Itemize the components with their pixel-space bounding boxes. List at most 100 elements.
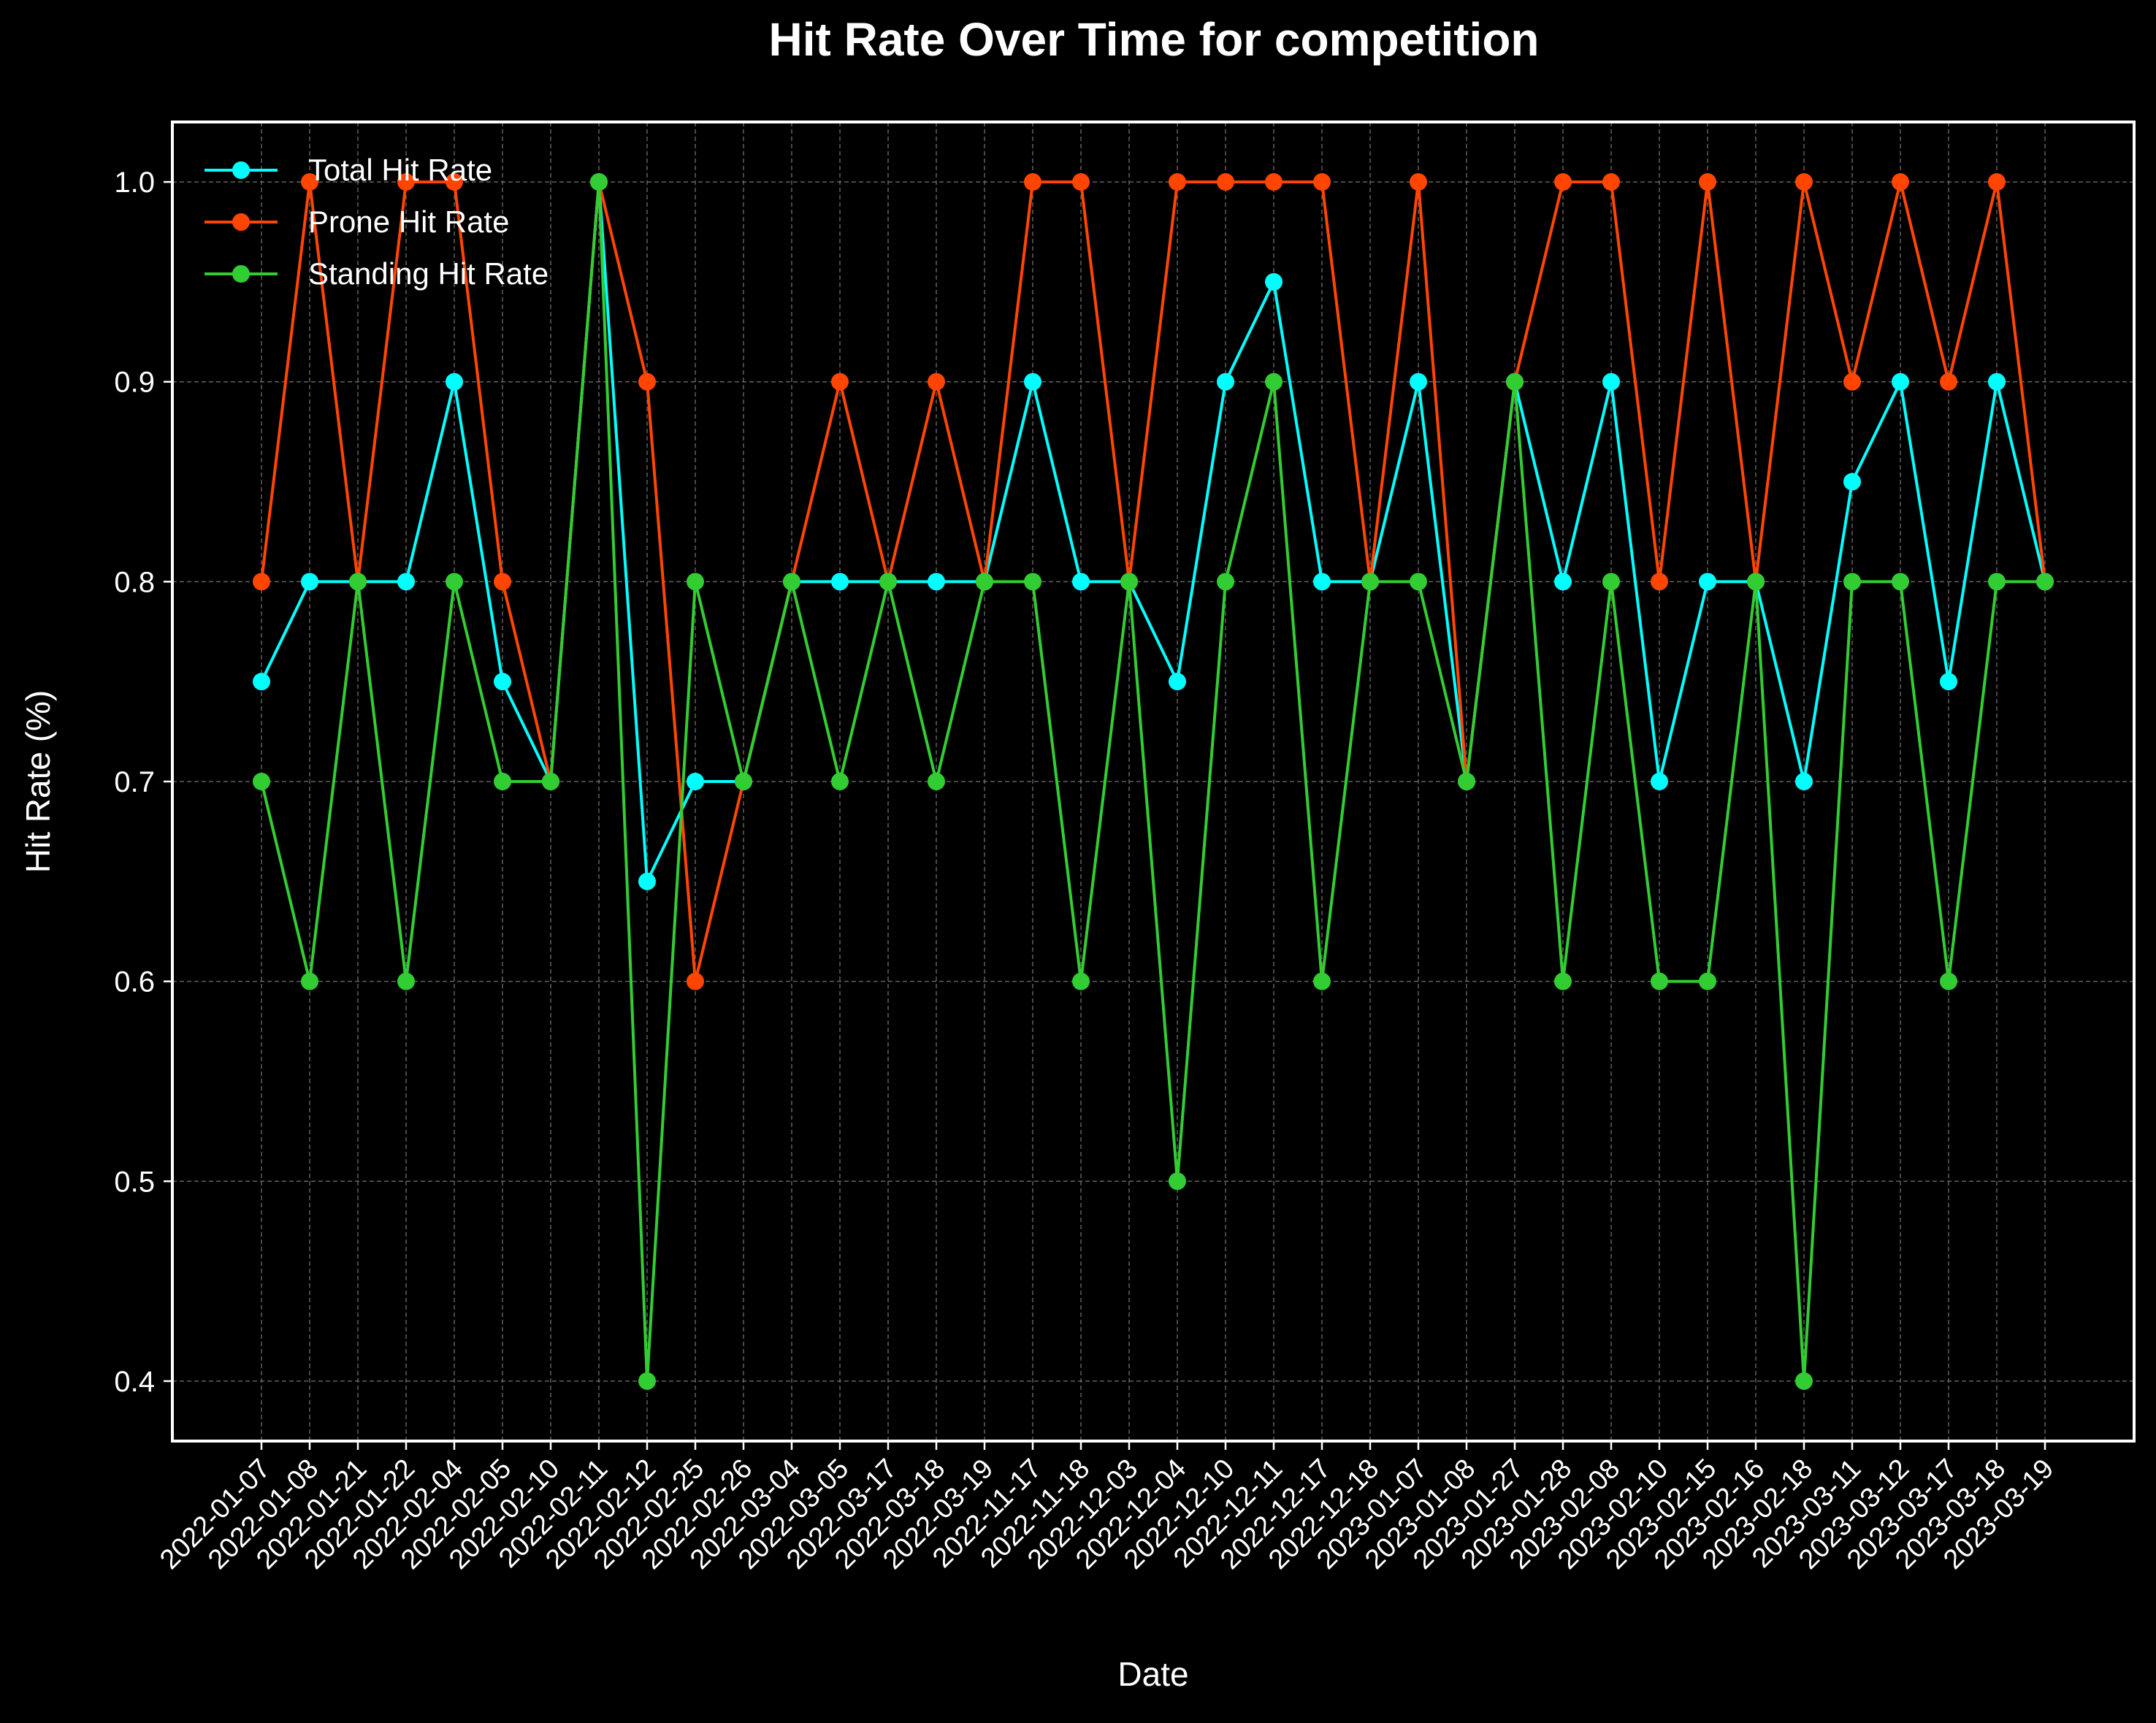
data-point: [831, 373, 849, 391]
data-point: [1265, 173, 1282, 191]
data-point: [301, 573, 318, 591]
data-point: [1554, 972, 1572, 990]
y-axis-ticks: 0.4 0.5 0.6 0.7 0.8 0.9 1.0: [114, 167, 172, 1398]
y-axis-label: Hit Rate (%): [19, 690, 57, 873]
data-point: [928, 373, 945, 391]
data-point: [1217, 373, 1234, 391]
data-point: [1410, 573, 1427, 591]
y-tick-label: 0.6: [114, 966, 155, 998]
data-point: [1024, 173, 1041, 191]
data-point: [253, 773, 270, 790]
data-point: [783, 573, 800, 591]
data-point: [1410, 173, 1427, 191]
data-point: [590, 173, 608, 191]
data-point: [1602, 373, 1620, 391]
data-point: [928, 573, 945, 591]
data-point: [1699, 972, 1716, 990]
data-point: [1843, 573, 1861, 591]
data-point: [1024, 573, 1041, 591]
data-point: [831, 573, 849, 591]
data-point: [1892, 173, 1909, 191]
legend-marker: [232, 265, 250, 283]
data-point: [1265, 272, 1282, 291]
data-point: [1843, 373, 1861, 391]
data-point: [879, 573, 897, 591]
data-point: [1602, 173, 1620, 191]
data-point: [1217, 173, 1234, 191]
data-point: [735, 773, 752, 790]
data-point: [397, 972, 415, 990]
data-point: [253, 573, 270, 591]
data-point: [1988, 373, 2006, 391]
data-point: [1313, 173, 1331, 191]
data-point: [1120, 573, 1138, 591]
data-point: [1169, 673, 1186, 691]
data-point: [1265, 373, 1282, 391]
data-point: [1072, 573, 1090, 591]
data-point: [638, 872, 656, 890]
data-point: [1699, 173, 1716, 191]
data-point: [446, 373, 463, 391]
y-tick-label: 1.0: [114, 167, 155, 199]
data-point: [1072, 972, 1090, 990]
y-tick-label: 0.5: [114, 1166, 155, 1198]
data-point: [397, 573, 415, 591]
data-point: [1458, 773, 1475, 790]
data-point: [2036, 573, 2054, 591]
legend-marker: [232, 161, 250, 179]
data-point: [638, 373, 656, 391]
data-point: [1313, 972, 1331, 990]
data-point: [1651, 573, 1668, 591]
data-point: [494, 673, 511, 691]
series-layer: [253, 173, 2054, 1390]
data-point: [1169, 1172, 1186, 1191]
data-point: [831, 773, 849, 790]
data-point: [1940, 673, 1957, 691]
data-point: [976, 573, 993, 591]
data-point: [1892, 573, 1909, 591]
data-point: [542, 773, 559, 790]
data-point: [1651, 773, 1668, 790]
data-point: [301, 972, 318, 990]
data-point: [1795, 1372, 1813, 1390]
data-point: [1313, 573, 1331, 591]
data-point: [1410, 373, 1427, 391]
data-point: [1217, 573, 1234, 591]
data-point: [446, 173, 463, 191]
y-tick-label: 0.7: [114, 766, 155, 798]
data-point: [1795, 773, 1813, 790]
legend-label: Total Hit Rate: [308, 153, 492, 187]
data-point: [1554, 573, 1572, 591]
data-point: [1024, 373, 1041, 391]
legend-marker: [232, 213, 250, 231]
data-point: [1843, 473, 1861, 491]
data-point: [1940, 373, 1957, 391]
data-point: [1554, 173, 1572, 191]
data-point: [687, 573, 704, 591]
legend-item: Standing Hit Rate: [204, 256, 548, 291]
data-point: [253, 673, 270, 691]
data-point: [1602, 573, 1620, 591]
data-point: [1940, 972, 1957, 990]
chart-title: Hit Rate Over Time for competition: [769, 13, 1540, 66]
y-tick-label: 0.4: [114, 1366, 155, 1398]
data-point: [1651, 972, 1668, 990]
data-point: [1747, 573, 1765, 591]
legend-label: Prone Hit Rate: [308, 205, 509, 239]
data-point: [494, 773, 511, 790]
data-point: [301, 173, 318, 191]
legend-item: Prone Hit Rate: [204, 205, 509, 239]
data-point: [638, 1372, 656, 1390]
data-point: [1988, 173, 2006, 191]
y-tick-label: 0.9: [114, 367, 155, 399]
x-axis-label: Date: [1117, 1655, 1188, 1693]
data-point: [1169, 173, 1186, 191]
legend-item: Total Hit Rate: [204, 153, 492, 187]
data-point: [1795, 173, 1813, 191]
data-point: [687, 773, 704, 790]
data-point: [494, 573, 511, 591]
data-point: [397, 173, 415, 191]
